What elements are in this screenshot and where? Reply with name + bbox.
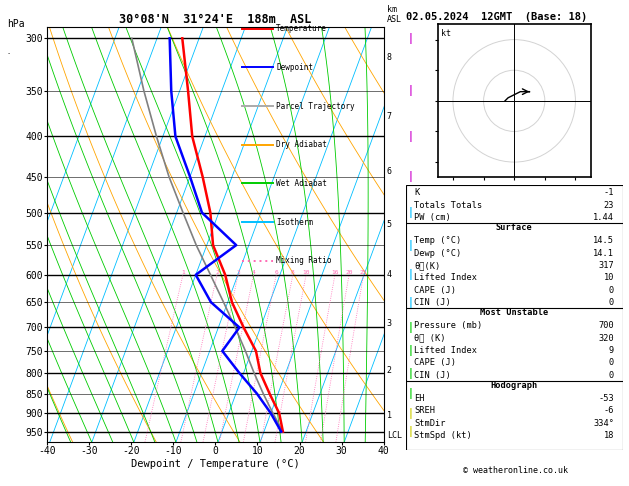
Text: 10: 10 bbox=[604, 274, 614, 282]
Text: 317: 317 bbox=[598, 261, 614, 270]
Text: θᴜ (K): θᴜ (K) bbox=[415, 334, 446, 343]
Text: 2: 2 bbox=[387, 366, 392, 375]
Text: |: | bbox=[408, 86, 413, 96]
Text: |: | bbox=[408, 296, 413, 308]
Text: Totals Totals: Totals Totals bbox=[415, 201, 482, 209]
Text: Dewp (°C): Dewp (°C) bbox=[415, 249, 462, 258]
Text: 700: 700 bbox=[598, 321, 614, 330]
Text: 1.44: 1.44 bbox=[593, 213, 614, 222]
Text: 0: 0 bbox=[609, 298, 614, 307]
Text: 1: 1 bbox=[181, 270, 185, 275]
Text: 7: 7 bbox=[387, 112, 392, 121]
Text: 8: 8 bbox=[291, 270, 295, 275]
Text: Dewpoint: Dewpoint bbox=[276, 63, 313, 72]
Text: |: | bbox=[408, 269, 413, 280]
Text: -6: -6 bbox=[604, 406, 614, 416]
Text: 14.1: 14.1 bbox=[593, 249, 614, 258]
Text: 320: 320 bbox=[598, 334, 614, 343]
Text: 6: 6 bbox=[274, 270, 278, 275]
Text: 1: 1 bbox=[387, 411, 392, 420]
Text: -1: -1 bbox=[604, 189, 614, 197]
Text: Pressure (mb): Pressure (mb) bbox=[415, 321, 482, 330]
Text: -53: -53 bbox=[598, 394, 614, 403]
Text: hPa: hPa bbox=[8, 19, 25, 30]
Text: LCL: LCL bbox=[387, 431, 402, 440]
Text: θᴜ(K): θᴜ(K) bbox=[415, 261, 441, 270]
Text: 4: 4 bbox=[252, 270, 255, 275]
Text: km
ASL: km ASL bbox=[387, 5, 402, 24]
Text: 5: 5 bbox=[387, 220, 392, 228]
Text: |: | bbox=[408, 207, 413, 218]
Text: 20: 20 bbox=[345, 270, 353, 275]
Text: kt: kt bbox=[441, 29, 451, 38]
Text: |: | bbox=[408, 322, 413, 333]
Text: StmSpd (kt): StmSpd (kt) bbox=[415, 431, 472, 440]
Text: Isotherm: Isotherm bbox=[276, 218, 313, 226]
Text: CIN (J): CIN (J) bbox=[415, 371, 451, 380]
Text: Temp (°C): Temp (°C) bbox=[415, 236, 462, 245]
Text: Temperature: Temperature bbox=[276, 24, 327, 34]
Text: CAPE (J): CAPE (J) bbox=[415, 286, 457, 295]
Text: EH: EH bbox=[415, 394, 425, 403]
Text: 18: 18 bbox=[604, 431, 614, 440]
Text: Most Unstable: Most Unstable bbox=[480, 309, 548, 317]
Text: 14.5: 14.5 bbox=[593, 236, 614, 245]
Text: 23: 23 bbox=[604, 201, 614, 209]
Text: StmDir: StmDir bbox=[415, 419, 446, 428]
Title: 30°08'N  31°24'E  188m  ASL: 30°08'N 31°24'E 188m ASL bbox=[120, 13, 311, 26]
Text: CIN (J): CIN (J) bbox=[415, 298, 451, 307]
Text: 334°: 334° bbox=[593, 419, 614, 428]
Text: K: K bbox=[415, 189, 420, 197]
Text: Lifted Index: Lifted Index bbox=[415, 346, 477, 355]
Text: 6: 6 bbox=[387, 167, 392, 176]
Text: |: | bbox=[408, 131, 413, 142]
Text: 4: 4 bbox=[387, 270, 392, 279]
Text: CAPE (J): CAPE (J) bbox=[415, 358, 457, 367]
Text: Hodograph: Hodograph bbox=[491, 381, 538, 390]
Text: Surface: Surface bbox=[496, 224, 533, 232]
Text: |: | bbox=[408, 171, 413, 182]
Text: © weatheronline.co.uk: © weatheronline.co.uk bbox=[464, 466, 568, 475]
Text: 0: 0 bbox=[609, 371, 614, 380]
Text: Wet Adiabat: Wet Adiabat bbox=[276, 179, 327, 188]
Text: Lifted Index: Lifted Index bbox=[415, 274, 477, 282]
Text: SREH: SREH bbox=[415, 406, 435, 416]
Text: |: | bbox=[408, 240, 413, 251]
X-axis label: Dewpoint / Temperature (°C): Dewpoint / Temperature (°C) bbox=[131, 459, 300, 469]
Text: 16: 16 bbox=[331, 270, 338, 275]
Text: 2: 2 bbox=[215, 270, 219, 275]
Text: 300: 300 bbox=[8, 53, 10, 54]
Text: 8: 8 bbox=[387, 52, 392, 62]
Text: 25: 25 bbox=[360, 270, 367, 275]
Text: |: | bbox=[408, 408, 413, 419]
Text: |: | bbox=[408, 388, 413, 399]
Text: |: | bbox=[408, 367, 413, 379]
Text: 0: 0 bbox=[609, 358, 614, 367]
Text: PW (cm): PW (cm) bbox=[415, 213, 451, 222]
Text: 9: 9 bbox=[609, 346, 614, 355]
Text: |: | bbox=[408, 346, 413, 357]
Text: 0: 0 bbox=[609, 286, 614, 295]
Text: 3: 3 bbox=[236, 270, 240, 275]
Text: 10: 10 bbox=[303, 270, 310, 275]
Text: 3: 3 bbox=[387, 319, 392, 328]
Text: 02.05.2024  12GMT  (Base: 18): 02.05.2024 12GMT (Base: 18) bbox=[406, 12, 587, 22]
Text: Dry Adiabat: Dry Adiabat bbox=[276, 140, 327, 149]
Text: |: | bbox=[408, 33, 413, 44]
Text: |: | bbox=[408, 426, 413, 437]
Text: Parcel Trajectory: Parcel Trajectory bbox=[276, 102, 355, 111]
Text: Mixing Ratio: Mixing Ratio bbox=[276, 256, 331, 265]
